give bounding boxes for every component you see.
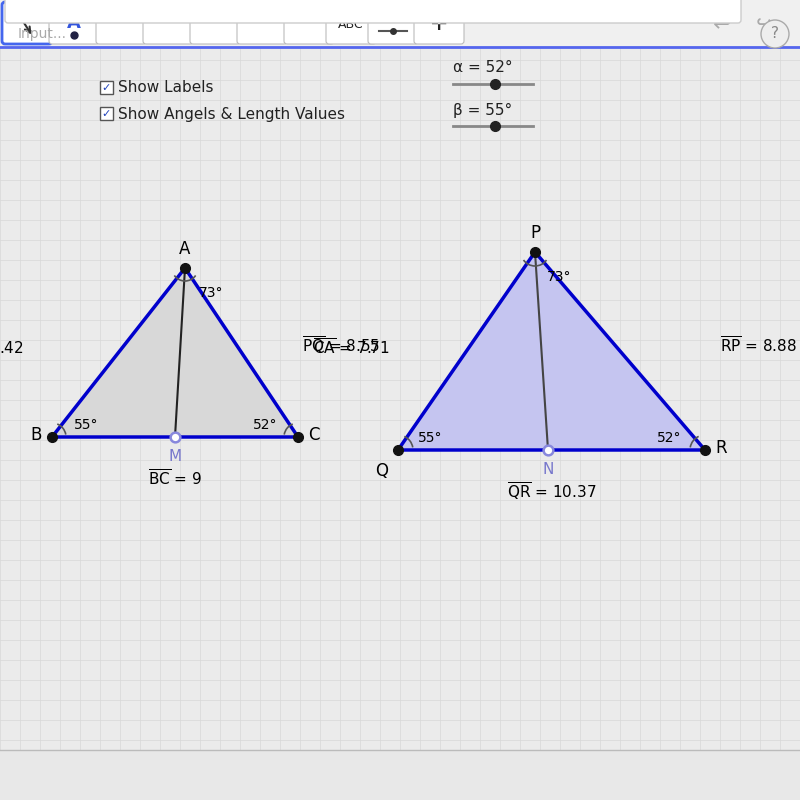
Text: P: P: [530, 224, 540, 242]
Text: ↩: ↩: [713, 15, 731, 35]
Text: B: B: [30, 426, 42, 444]
Text: A: A: [67, 14, 81, 32]
Text: Q: Q: [375, 462, 388, 480]
Text: β = 55°: β = 55°: [453, 102, 512, 118]
FancyBboxPatch shape: [49, 2, 99, 44]
FancyBboxPatch shape: [368, 2, 418, 44]
Text: Show Labels: Show Labels: [118, 81, 214, 95]
Polygon shape: [398, 252, 705, 450]
Text: M: M: [169, 449, 182, 464]
FancyBboxPatch shape: [326, 2, 376, 44]
Bar: [100, 107, 113, 120]
FancyBboxPatch shape: [237, 2, 287, 44]
Text: ?: ?: [771, 26, 779, 42]
Text: N: N: [542, 462, 554, 477]
FancyBboxPatch shape: [190, 2, 240, 44]
Text: ABC: ABC: [338, 18, 364, 31]
Text: Show Angels & Length Values: Show Angels & Length Values: [118, 106, 345, 122]
Text: $\overline{\mathregular{BC}}$ = 9: $\overline{\mathregular{BC}}$ = 9: [148, 469, 202, 489]
Bar: [100, 81, 113, 94]
Polygon shape: [52, 268, 298, 437]
Text: $\overline{\mathregular{PQ}}$ = 8.55: $\overline{\mathregular{PQ}}$ = 8.55: [302, 335, 380, 357]
Text: $\overline{\mathregular{RP}}$ = 8.88: $\overline{\mathregular{RP}}$ = 8.88: [720, 336, 797, 356]
Text: $\overline{\mathregular{QR}}$ = 10.37: $\overline{\mathregular{QR}}$ = 10.37: [506, 481, 596, 503]
FancyBboxPatch shape: [5, 0, 741, 23]
Text: R: R: [715, 439, 726, 457]
Text: 73°: 73°: [199, 286, 223, 300]
Bar: [0, 0, 800, 47]
Text: 52°: 52°: [657, 431, 682, 445]
Text: ✛: ✛: [431, 15, 447, 34]
Text: α = 52°: α = 52°: [453, 61, 513, 75]
Text: ↪: ↪: [756, 15, 774, 35]
Circle shape: [761, 20, 789, 48]
FancyBboxPatch shape: [143, 2, 193, 44]
Text: C: C: [308, 426, 319, 444]
Text: 55°: 55°: [74, 418, 98, 432]
Text: $\overline{\mathregular{CA}}$ = 7.71: $\overline{\mathregular{CA}}$ = 7.71: [313, 338, 390, 358]
FancyBboxPatch shape: [2, 2, 52, 44]
Text: a = 2: a = 2: [380, 14, 406, 24]
Text: 52°: 52°: [253, 418, 278, 432]
Text: $\overline{\mathregular{AB}}$ = 7.42: $\overline{\mathregular{AB}}$ = 7.42: [0, 338, 24, 358]
Text: ✓: ✓: [102, 83, 111, 93]
FancyBboxPatch shape: [414, 2, 464, 44]
Text: A: A: [179, 240, 190, 258]
FancyBboxPatch shape: [284, 2, 334, 44]
Text: 55°: 55°: [418, 431, 442, 445]
Text: 73°: 73°: [547, 270, 571, 284]
Bar: [0, 750, 800, 800]
Text: ✓: ✓: [102, 109, 111, 119]
FancyBboxPatch shape: [96, 2, 146, 44]
Text: Input...: Input...: [18, 27, 67, 41]
